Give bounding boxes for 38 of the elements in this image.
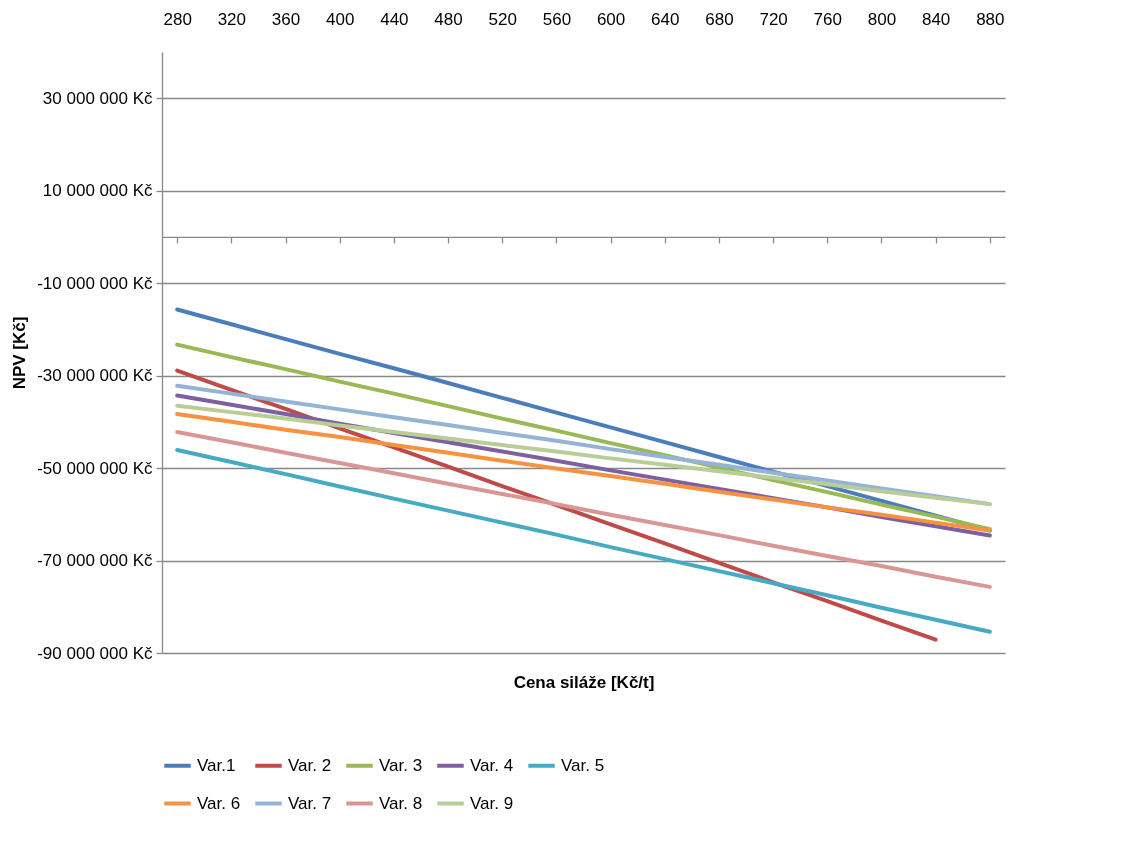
- y-tick-label: -10 000 000 Kč: [37, 273, 153, 293]
- legend-label: Var. 6: [197, 793, 241, 813]
- y-tick-label: -30 000 000 Kč: [37, 366, 153, 386]
- y-tick-label: -90 000 000 Kč: [37, 643, 153, 663]
- legend-label: Var. 8: [379, 793, 423, 813]
- legend-label: Var. 3: [379, 755, 423, 775]
- legend-label: Var. 2: [288, 755, 332, 775]
- x-tick-label: 600: [596, 9, 626, 29]
- y-tick-label: -50 000 000 Kč: [37, 458, 153, 478]
- line-series: [175, 448, 992, 634]
- x-tick-label: 560: [542, 9, 572, 29]
- y-tick-label: -70 000 000 Kč: [37, 551, 153, 571]
- x-tick-label: 480: [434, 9, 463, 29]
- x-axis-title: Cena siláže [Kč/t]: [513, 672, 655, 692]
- legend-label: Var. 5: [561, 755, 605, 775]
- legend-label: Var.1: [197, 755, 236, 775]
- x-tick-label: 840: [921, 9, 951, 29]
- line-series: [175, 430, 992, 589]
- x-tick-label: 720: [759, 9, 788, 29]
- x-tick-label: 520: [488, 9, 517, 29]
- legend-label: Var. 7: [288, 793, 332, 813]
- x-tick-label: 320: [217, 9, 247, 29]
- x-tick-label: 440: [380, 9, 409, 29]
- legend-label: Var. 4: [470, 755, 514, 775]
- x-tick-label: 680: [705, 9, 734, 29]
- x-tick-label: 280: [163, 9, 192, 29]
- y-tick-label: 30 000 000 Kč: [42, 88, 153, 108]
- x-tick-label: 640: [651, 9, 680, 29]
- x-tick-label: 400: [326, 9, 355, 29]
- legend-label: Var. 9: [470, 793, 514, 813]
- x-tick-label: 800: [867, 9, 897, 29]
- line-series: [175, 403, 992, 507]
- x-tick-label: 360: [271, 9, 301, 29]
- x-tick-label: 760: [813, 9, 842, 29]
- x-tick-label: 880: [976, 9, 1005, 29]
- y-tick-label: 10 000 000 Kč: [42, 181, 153, 201]
- line-series: [175, 411, 992, 533]
- y-axis-title: NPV [Kč]: [10, 316, 30, 390]
